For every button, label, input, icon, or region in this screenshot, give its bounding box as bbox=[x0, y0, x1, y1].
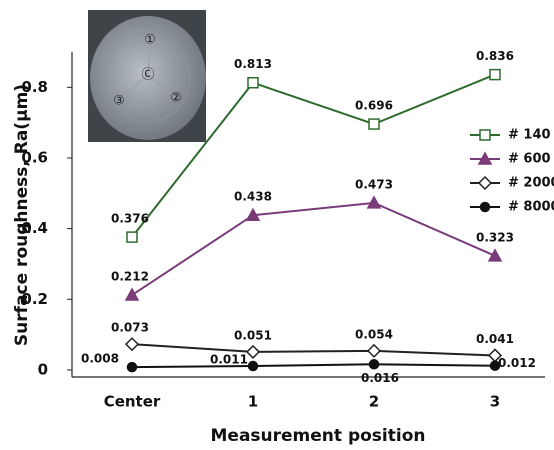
x-tick-label: 2 bbox=[369, 393, 379, 411]
x-tick-label: 3 bbox=[490, 393, 500, 411]
data-label: 0.073 bbox=[111, 321, 149, 335]
legend-label: # 2000 bbox=[508, 176, 554, 191]
data-label: 0.323 bbox=[476, 230, 514, 244]
data-label: 0.376 bbox=[111, 212, 149, 226]
data-label: 0.011 bbox=[210, 353, 248, 367]
marker bbox=[487, 248, 503, 262]
marker bbox=[124, 337, 140, 352]
inset-label: Ⓒ bbox=[141, 68, 154, 83]
data-label: 0.012 bbox=[498, 356, 536, 370]
data-label: 0.016 bbox=[361, 371, 399, 385]
marker bbox=[489, 68, 501, 81]
legend-label: # 8000 bbox=[508, 200, 554, 215]
y-tick-label: 0 bbox=[38, 360, 48, 378]
inset-photo: ① Ⓒ ② ③ bbox=[88, 10, 206, 142]
marker bbox=[126, 231, 138, 243]
y-tick-label: 0.8 bbox=[21, 78, 48, 96]
series-line bbox=[131, 343, 496, 357]
data-label: 0.438 bbox=[234, 190, 272, 204]
marker bbox=[247, 360, 259, 372]
legend-marker bbox=[477, 175, 493, 191]
data-label: 0.473 bbox=[355, 177, 393, 191]
series-line bbox=[131, 363, 496, 369]
inset-label: ③ bbox=[113, 94, 125, 109]
legend-marker bbox=[477, 151, 493, 165]
marker bbox=[124, 287, 140, 301]
data-label: 0.836 bbox=[476, 49, 514, 63]
y-axis-title: Surface roughness, Ra(μm) bbox=[12, 84, 32, 346]
data-label: 0.054 bbox=[355, 327, 393, 341]
legend-label: # 600 bbox=[508, 152, 551, 167]
data-label: 0.696 bbox=[355, 99, 393, 113]
data-label: 0.813 bbox=[234, 57, 272, 71]
marker bbox=[366, 195, 382, 209]
marker bbox=[245, 344, 261, 359]
marker bbox=[366, 343, 382, 358]
data-label: 0.051 bbox=[234, 328, 272, 342]
inset-label: ① bbox=[144, 33, 156, 48]
marker bbox=[247, 76, 259, 89]
marker bbox=[126, 361, 138, 373]
inset-label: ② bbox=[170, 91, 182, 106]
legend-marker bbox=[479, 129, 491, 141]
y-tick-label: 0.6 bbox=[21, 148, 48, 166]
x-tick-label: Center bbox=[104, 393, 161, 411]
marker bbox=[245, 207, 261, 221]
series-line bbox=[131, 201, 496, 296]
marker bbox=[489, 360, 501, 371]
legend-label: # 140 bbox=[508, 128, 551, 143]
marker bbox=[368, 359, 380, 370]
legend-marker bbox=[479, 201, 491, 213]
series-line bbox=[131, 73, 496, 238]
marker bbox=[368, 118, 380, 130]
data-label: 0.041 bbox=[476, 332, 514, 346]
data-label: 0.212 bbox=[111, 270, 149, 284]
y-tick-label: 0.2 bbox=[21, 290, 48, 308]
x-axis-title: Measurement position bbox=[211, 426, 426, 446]
data-label: 0.008 bbox=[81, 352, 119, 366]
x-tick-label: 1 bbox=[248, 393, 258, 411]
y-tick-label: 0.4 bbox=[21, 219, 48, 237]
